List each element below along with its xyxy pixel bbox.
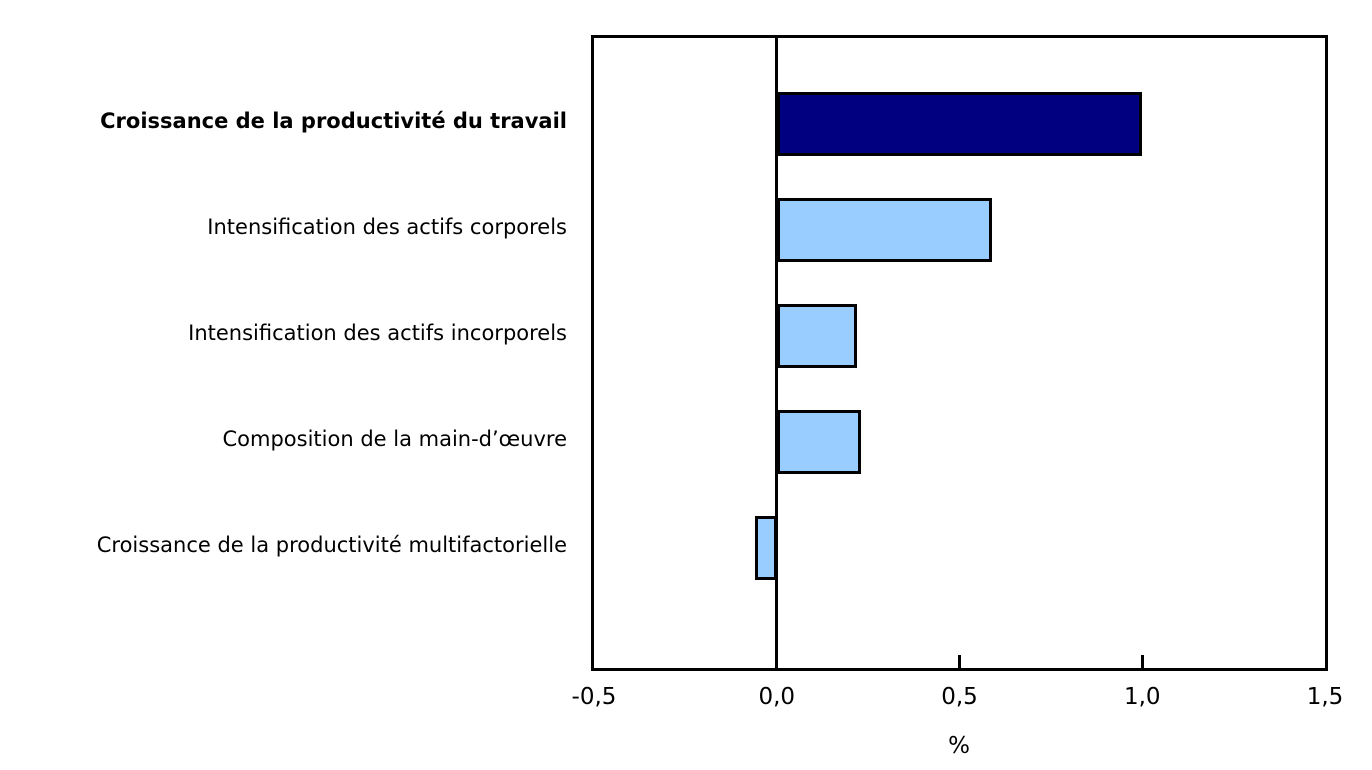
x-tick-label: 1,5 xyxy=(1306,684,1344,710)
x-tick-label: 0,0 xyxy=(758,684,796,710)
category-label: Croissance de la productivité du travail xyxy=(100,109,567,133)
bar xyxy=(776,198,993,262)
category-label: Composition de la main-d’œuvre xyxy=(222,427,568,451)
x-axis-label: % xyxy=(948,733,970,759)
bar xyxy=(754,516,777,580)
x-tick-label: -0,5 xyxy=(571,684,617,710)
bar xyxy=(776,92,1143,156)
x-axis-tick xyxy=(1140,655,1144,668)
category-label: Croissance de la productivité multifacto… xyxy=(96,533,567,557)
bar xyxy=(776,304,858,368)
category-label: Intensification des actifs incorporels xyxy=(188,321,567,345)
plot-area xyxy=(591,35,1328,671)
category-label: Intensification des actifs corporels xyxy=(207,215,567,239)
x-tick-label: 1,0 xyxy=(1123,684,1161,710)
x-axis-tick xyxy=(775,655,779,668)
x-tick-label: 0,5 xyxy=(941,684,978,710)
bar xyxy=(776,410,861,474)
x-axis-tick xyxy=(958,655,961,668)
